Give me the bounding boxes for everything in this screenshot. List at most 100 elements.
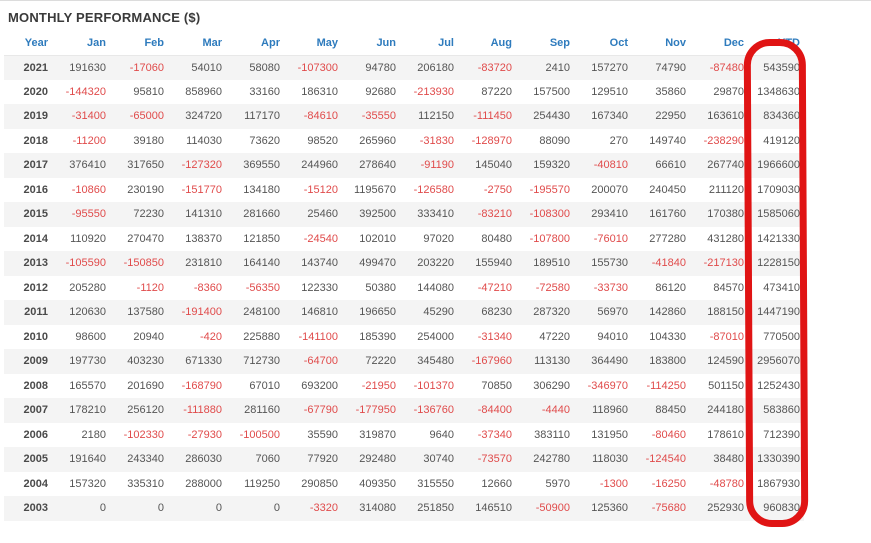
month-value-cell: 254000	[417, 330, 454, 343]
month-value-cell: 0	[99, 502, 106, 515]
table-row: 2004 157320 335310 288000 119250 290850 409350…	[4, 472, 804, 497]
month-value-cell: 35590	[307, 428, 338, 441]
month-value-cell: 315550	[417, 477, 454, 490]
table-row: 2012 205280 -1120 -8360 -56350 122330 50380 144…	[4, 276, 804, 301]
year-cell: 2010	[23, 330, 48, 343]
month-value-cell: 292480	[359, 453, 396, 466]
month-value-cell: 499470	[359, 257, 396, 270]
month-value-cell: -141100	[298, 330, 338, 343]
month-value-cell: 68230	[481, 306, 512, 319]
month-value-cell: 157320	[69, 477, 106, 490]
month-value-cell: 858960	[185, 85, 222, 98]
month-value-cell: 191640	[69, 453, 106, 466]
month-value-cell: 170380	[707, 208, 744, 221]
month-value-cell: 138370	[185, 232, 222, 245]
month-value-cell: 188150	[707, 306, 744, 319]
month-value-cell: 164140	[243, 257, 280, 270]
header-row: Year Jan Feb Mar Apr May Jun Jul Aug Sep Oct Nov Dec…	[4, 32, 804, 56]
month-value-cell: 165570	[69, 379, 106, 392]
column-header-mar: Mar	[168, 32, 226, 56]
month-value-cell: 206180	[417, 61, 454, 74]
month-value-cell: 9640	[429, 428, 454, 441]
ytd-value-cell: 960830	[763, 502, 800, 515]
ytd-value-cell: 1709030	[757, 183, 800, 196]
month-value-cell: 114030	[186, 134, 222, 147]
month-value-cell: 671330	[185, 355, 222, 368]
ytd-value-cell: 1348630	[757, 85, 800, 98]
month-value-cell: 20940	[133, 330, 164, 343]
month-value-cell: 431280	[707, 232, 744, 245]
month-value-cell: 72230	[133, 208, 164, 221]
month-value-cell: -31830	[419, 134, 454, 147]
month-value-cell: 141310	[185, 208, 222, 221]
month-value-cell: 94780	[365, 61, 396, 74]
table-row: 2014 110920 270470 138370 121850 -24540 102010…	[4, 227, 804, 252]
month-value-cell: 225880	[243, 330, 280, 343]
table-row: 2013 -105590 -150850 231810 164140 143740 4994…	[4, 251, 804, 276]
month-value-cell: -73570	[477, 453, 512, 466]
table-row: 2008 165570 201690 -168790 67010 693200 -21950…	[4, 374, 804, 399]
month-value-cell: 319870	[359, 428, 396, 441]
month-value-cell: 317650	[127, 159, 164, 172]
month-value-cell: -91190	[420, 159, 454, 172]
month-value-cell: 50380	[365, 281, 396, 294]
month-value-cell: 98520	[307, 134, 338, 147]
month-value-cell: 118960	[592, 404, 628, 417]
month-value-cell: -37340	[477, 428, 512, 441]
month-value-cell: -102330	[123, 428, 164, 441]
month-value-cell: -128970	[471, 134, 512, 147]
month-value-cell: 277280	[649, 232, 686, 245]
month-value-cell: 94010	[597, 330, 628, 343]
month-value-cell: -56350	[245, 281, 280, 294]
month-value-cell: -217130	[703, 257, 744, 270]
month-value-cell: 92680	[365, 85, 396, 98]
month-value-cell: 161760	[649, 208, 686, 221]
ytd-value-cell: 583860	[763, 404, 800, 417]
month-value-cell: 29870	[713, 85, 744, 98]
month-value-cell: -41840	[651, 257, 686, 270]
column-header-feb: Feb	[110, 32, 168, 56]
month-value-cell: 376410	[69, 159, 106, 172]
month-value-cell: -100500	[239, 428, 280, 441]
month-value-cell: 80480	[481, 232, 512, 245]
month-value-cell: -108300	[529, 208, 570, 221]
month-value-cell: -75680	[651, 502, 686, 515]
month-value-cell: 163610	[707, 110, 744, 123]
month-value-cell: 205280	[69, 281, 106, 294]
month-value-cell: 200070	[591, 183, 628, 196]
month-value-cell: -76010	[593, 232, 628, 245]
column-header-jul: Jul	[400, 32, 458, 56]
column-header-nov: Nov	[632, 32, 690, 56]
month-value-cell: 712730	[243, 355, 280, 368]
month-value-cell: 77920	[307, 453, 338, 466]
table-row: 2020 -144320 95810 858960 33160 186310 92680 -2…	[4, 80, 804, 105]
month-value-cell: 12660	[481, 477, 512, 490]
month-value-cell: 124590	[707, 355, 744, 368]
page-title: MONTHLY PERFORMANCE ($)	[8, 10, 201, 25]
month-value-cell: 293410	[591, 208, 628, 221]
month-value-cell: -11200	[72, 134, 106, 147]
column-header-apr: Apr	[226, 32, 284, 56]
month-value-cell: 144080	[417, 281, 454, 294]
month-value-cell: -114250	[646, 379, 686, 392]
month-value-cell: 324720	[185, 110, 222, 123]
month-value-cell: 0	[157, 502, 164, 515]
table-body: 2021 191630 -17060 54010 58080 -107300 94780 20…	[4, 55, 804, 521]
year-cell: 2015	[23, 208, 48, 221]
month-value-cell: 167340	[591, 110, 628, 123]
month-value-cell: 146810	[301, 306, 338, 319]
month-value-cell: -195570	[529, 183, 570, 196]
month-value-cell: -40810	[593, 159, 628, 172]
month-value-cell: -33730	[593, 281, 628, 294]
table-row: 2021 191630 -17060 54010 58080 -107300 94780 20…	[4, 55, 804, 80]
month-value-cell: 364490	[591, 355, 628, 368]
month-value-cell: 146510	[475, 502, 512, 515]
month-value-cell: -84610	[303, 110, 338, 123]
ytd-value-cell: 834360	[763, 110, 800, 123]
month-value-cell: 197730	[69, 355, 106, 368]
year-cell: 2005	[23, 453, 48, 466]
column-header-ytd: YTD	[748, 32, 804, 56]
ytd-value-cell: 1585060	[757, 208, 800, 221]
month-value-cell: 242780	[533, 453, 570, 466]
month-value-cell: 251850	[417, 502, 454, 515]
